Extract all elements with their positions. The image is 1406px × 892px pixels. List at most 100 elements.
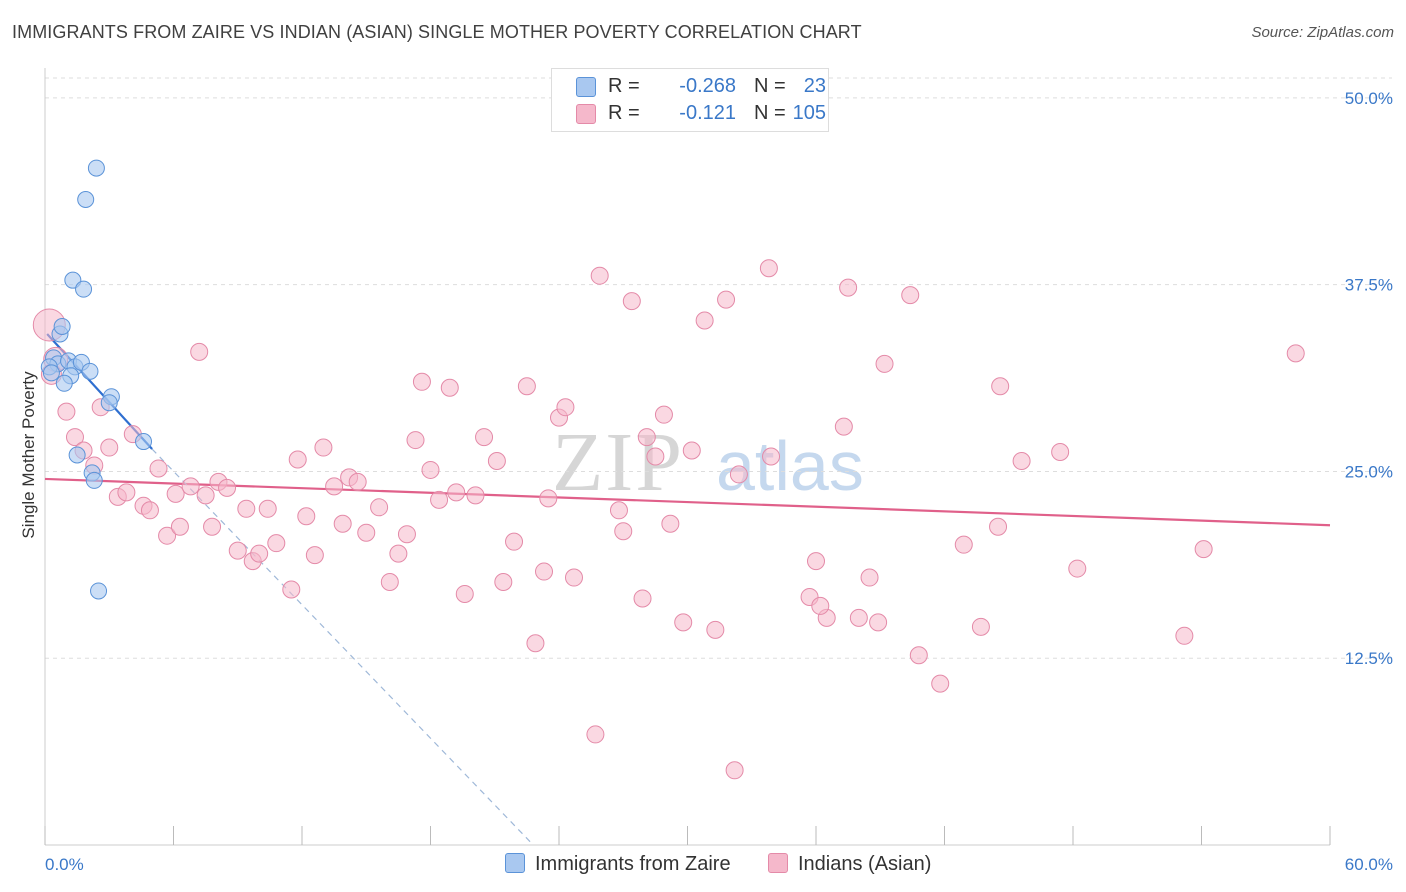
data-point-indian (250, 544, 269, 563)
data-point-zaire (55, 374, 73, 392)
data-point-indian (637, 428, 656, 447)
data-point-indian (991, 377, 1010, 396)
data-point-indian (100, 438, 119, 457)
data-point-indian (586, 725, 605, 744)
data-point-indian (989, 517, 1008, 536)
legend-label-indian: Indians (Asian) (798, 853, 932, 875)
data-point-indian (170, 517, 189, 536)
data-point-indian (811, 596, 830, 615)
data-point-indian (421, 460, 440, 479)
data-point-indian (729, 465, 748, 484)
legend-swatch-blue (576, 77, 596, 97)
data-point-indian (633, 589, 652, 608)
data-point-indian (149, 459, 168, 478)
data-point-indian (288, 450, 307, 469)
data-points (32, 159, 1305, 780)
data-point-indian (166, 484, 185, 503)
data-point-indian (218, 478, 237, 497)
legend-r-value: -0.268 (679, 75, 736, 97)
tick-labels: 12.5% 25.0% 37.5% 50.0% 0.0% 60.0% (45, 89, 1393, 874)
data-point-indian (196, 486, 215, 505)
legend-n-value: 105 (792, 102, 826, 124)
data-point-indian (661, 514, 680, 533)
data-point-indian (505, 532, 524, 551)
data-point-indian (931, 674, 950, 693)
y-tick-label: 25.0% (1345, 462, 1393, 481)
data-point-indian (267, 534, 286, 553)
data-point-indian (971, 617, 990, 636)
data-point-indian (706, 620, 725, 639)
data-point-indian (57, 402, 76, 421)
grid (45, 77, 1392, 659)
data-point-indian (357, 523, 376, 542)
data-point-zaire (90, 582, 108, 600)
data-point-indian (228, 541, 247, 560)
data-point-indian (901, 286, 920, 305)
data-point-indian (475, 428, 494, 447)
data-point-indian (447, 483, 466, 502)
data-point-indian (455, 584, 474, 603)
data-point-indian (654, 405, 673, 424)
data-point-indian (487, 451, 506, 470)
data-point-indian (614, 522, 633, 541)
data-point-indian (1194, 540, 1213, 559)
data-point-zaire (135, 433, 153, 451)
data-point-indian (1012, 451, 1031, 470)
data-point-indian (674, 613, 693, 632)
data-point-indian (305, 546, 324, 565)
data-point-indian (494, 573, 513, 592)
legend-item-zaire[interactable]: Immigrants from Zaire (505, 851, 731, 877)
data-point-indian (348, 472, 367, 491)
data-point-indian (65, 428, 84, 447)
legend-label-zaire: Immigrants from Zaire (535, 853, 731, 875)
watermark: ZIP atlas (552, 416, 864, 509)
data-point-indian (875, 354, 894, 373)
data-point-indian (397, 525, 416, 544)
data-point-indian (526, 634, 545, 653)
data-point-indian (258, 499, 277, 518)
data-point-indian (140, 501, 159, 520)
data-point-zaire (81, 362, 99, 380)
data-point-indian (380, 573, 399, 592)
data-point-indian (539, 489, 558, 508)
data-point-indian (869, 613, 888, 632)
data-point-indian (389, 544, 408, 563)
data-point-indian (646, 447, 665, 466)
y-tick-label: 37.5% (1345, 276, 1393, 295)
data-point-indian (909, 646, 928, 665)
data-point-indian (717, 290, 736, 309)
data-point-indian (807, 552, 825, 571)
legend-n-label: N = (754, 102, 786, 124)
legend-r-label: R = (608, 75, 640, 97)
data-point-indian (181, 477, 200, 496)
data-point-indian (725, 761, 744, 780)
data-point-indian (440, 378, 459, 397)
legend-swatch-pink (768, 853, 788, 873)
legend-item-indian[interactable]: Indians (Asian) (768, 851, 931, 877)
data-point-indian (117, 483, 136, 502)
data-point-indian (370, 498, 389, 517)
data-point-indian (430, 490, 449, 509)
data-point-indian (282, 580, 301, 599)
data-point-indian (860, 568, 879, 587)
data-point-zaire (100, 394, 118, 412)
data-point-indian (759, 259, 778, 278)
legend-swatch-pink (576, 104, 596, 124)
y-tick-label: 50.0% (1345, 89, 1393, 108)
legend-n-label: N = (754, 75, 786, 97)
data-point-indian (695, 311, 714, 330)
data-point-indian (1051, 443, 1070, 462)
data-point-indian (1286, 344, 1305, 363)
data-point-indian (297, 507, 316, 526)
y-tick-label: 12.5% (1345, 649, 1393, 668)
data-point-indian (564, 568, 583, 587)
data-point-indian (203, 517, 222, 536)
data-point-indian (517, 377, 536, 396)
data-point-indian (158, 526, 177, 545)
data-point-indian (325, 477, 344, 496)
y-axis-label: Single Mother Poverty (19, 371, 38, 539)
data-point-indian (590, 266, 609, 285)
stats-legend: R = -0.268 N = 23 R = -0.121 N = 105 (551, 68, 829, 132)
data-point-indian (314, 438, 333, 457)
data-point-zaire (85, 471, 103, 489)
